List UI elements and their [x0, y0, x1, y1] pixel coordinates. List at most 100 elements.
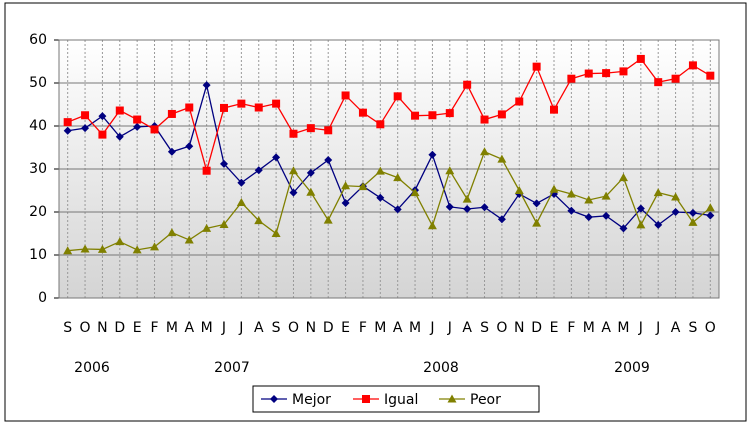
- x-tick-label: F: [359, 320, 367, 336]
- data-point: [236, 198, 246, 207]
- legend-marker: [270, 395, 278, 403]
- data-point: [671, 192, 681, 201]
- data-point: [133, 115, 142, 124]
- data-point: [393, 205, 402, 214]
- data-point: [602, 211, 611, 220]
- x-tick-label: A: [601, 320, 611, 336]
- data-point: [115, 132, 124, 141]
- x-tick-label: A: [393, 320, 403, 336]
- data-point: [375, 166, 385, 175]
- data-point: [150, 242, 160, 251]
- data-point: [445, 202, 454, 211]
- x-tick-label: J: [655, 320, 660, 336]
- data-point: [410, 188, 420, 197]
- data-point: [63, 118, 72, 127]
- legend-label: Peor: [470, 392, 501, 408]
- data-point: [81, 124, 90, 133]
- x-tick-label: N: [97, 320, 107, 336]
- data-point: [514, 186, 524, 194]
- data-point: [202, 81, 211, 90]
- x-tick-label: D: [531, 320, 542, 336]
- data-point: [654, 220, 663, 229]
- data-point: [202, 223, 212, 232]
- x-tick-label: O: [288, 320, 299, 336]
- x-tick-label: M: [409, 320, 421, 336]
- data-point: [567, 74, 576, 83]
- x-tick-label: M: [166, 320, 178, 336]
- data-point: [185, 103, 194, 112]
- data-point: [115, 237, 125, 246]
- data-point: [80, 244, 90, 253]
- data-point: [706, 211, 715, 220]
- data-point: [480, 147, 490, 156]
- data-point: [705, 203, 715, 212]
- x-tick-label: N: [306, 320, 316, 336]
- y-tick-label: 50: [29, 75, 47, 91]
- data-point: [63, 126, 72, 135]
- data-point: [462, 194, 472, 203]
- data-point: [289, 129, 298, 138]
- data-point: [150, 125, 159, 134]
- data-point: [601, 191, 611, 200]
- data-point: [167, 147, 176, 156]
- data-point: [549, 184, 559, 193]
- data-point: [306, 187, 316, 196]
- year-label: 2006: [74, 360, 110, 376]
- x-tick-label: O: [705, 320, 716, 336]
- data-point: [411, 111, 420, 120]
- data-point: [272, 153, 281, 162]
- data-point: [550, 105, 558, 114]
- data-point: [98, 130, 107, 139]
- data-point: [289, 188, 298, 197]
- data-point: [115, 106, 124, 115]
- x-tick-label: F: [150, 320, 158, 336]
- y-tick-label: 40: [29, 118, 47, 134]
- data-point: [497, 154, 507, 163]
- data-point: [306, 168, 315, 177]
- x-tick-label: J: [447, 320, 452, 336]
- x-tick-label: M: [201, 320, 213, 336]
- data-point: [671, 208, 680, 216]
- data-point: [566, 189, 576, 198]
- data-point: [185, 142, 194, 151]
- data-point: [358, 182, 368, 191]
- x-tick-label: M: [374, 320, 386, 336]
- data-point: [619, 224, 628, 233]
- data-point: [376, 193, 385, 202]
- x-tick-label: O: [80, 320, 91, 336]
- data-point: [254, 216, 264, 225]
- data-point: [323, 215, 333, 224]
- data-point: [619, 67, 628, 76]
- x-tick-label: D: [323, 320, 334, 336]
- data-point: [220, 103, 228, 112]
- x-tick-label: S: [480, 320, 489, 336]
- data-point: [654, 78, 663, 87]
- x-tick-label: E: [550, 320, 559, 336]
- data-point: [167, 228, 177, 237]
- legend-marker: [447, 394, 457, 403]
- data-point: [463, 80, 472, 89]
- data-point: [480, 203, 489, 212]
- x-tick-label: J: [238, 320, 243, 336]
- x-tick-label: J: [221, 320, 226, 336]
- data-point: [636, 204, 645, 213]
- data-point: [220, 159, 228, 168]
- data-point: [98, 112, 107, 121]
- year-label: 2008: [423, 360, 459, 376]
- x-tick-label: A: [254, 320, 264, 336]
- data-point: [428, 111, 437, 120]
- data-point: [532, 62, 541, 71]
- data-point: [237, 99, 246, 108]
- data-point: [602, 69, 611, 78]
- data-point: [671, 74, 680, 83]
- x-tick-label: A: [671, 320, 681, 336]
- x-tick-label: N: [514, 320, 524, 336]
- legend-label: Mejor: [292, 392, 331, 408]
- data-point: [445, 166, 455, 175]
- data-point: [184, 235, 194, 244]
- data-point: [497, 215, 506, 224]
- x-tick-label: E: [133, 320, 142, 336]
- data-point: [532, 199, 541, 208]
- data-point: [288, 166, 298, 175]
